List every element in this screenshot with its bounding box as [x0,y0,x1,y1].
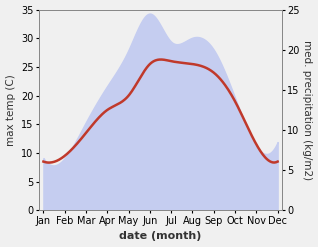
Y-axis label: med. precipitation (kg/m2): med. precipitation (kg/m2) [302,40,313,180]
X-axis label: date (month): date (month) [119,231,202,242]
Y-axis label: max temp (C): max temp (C) [5,74,16,146]
